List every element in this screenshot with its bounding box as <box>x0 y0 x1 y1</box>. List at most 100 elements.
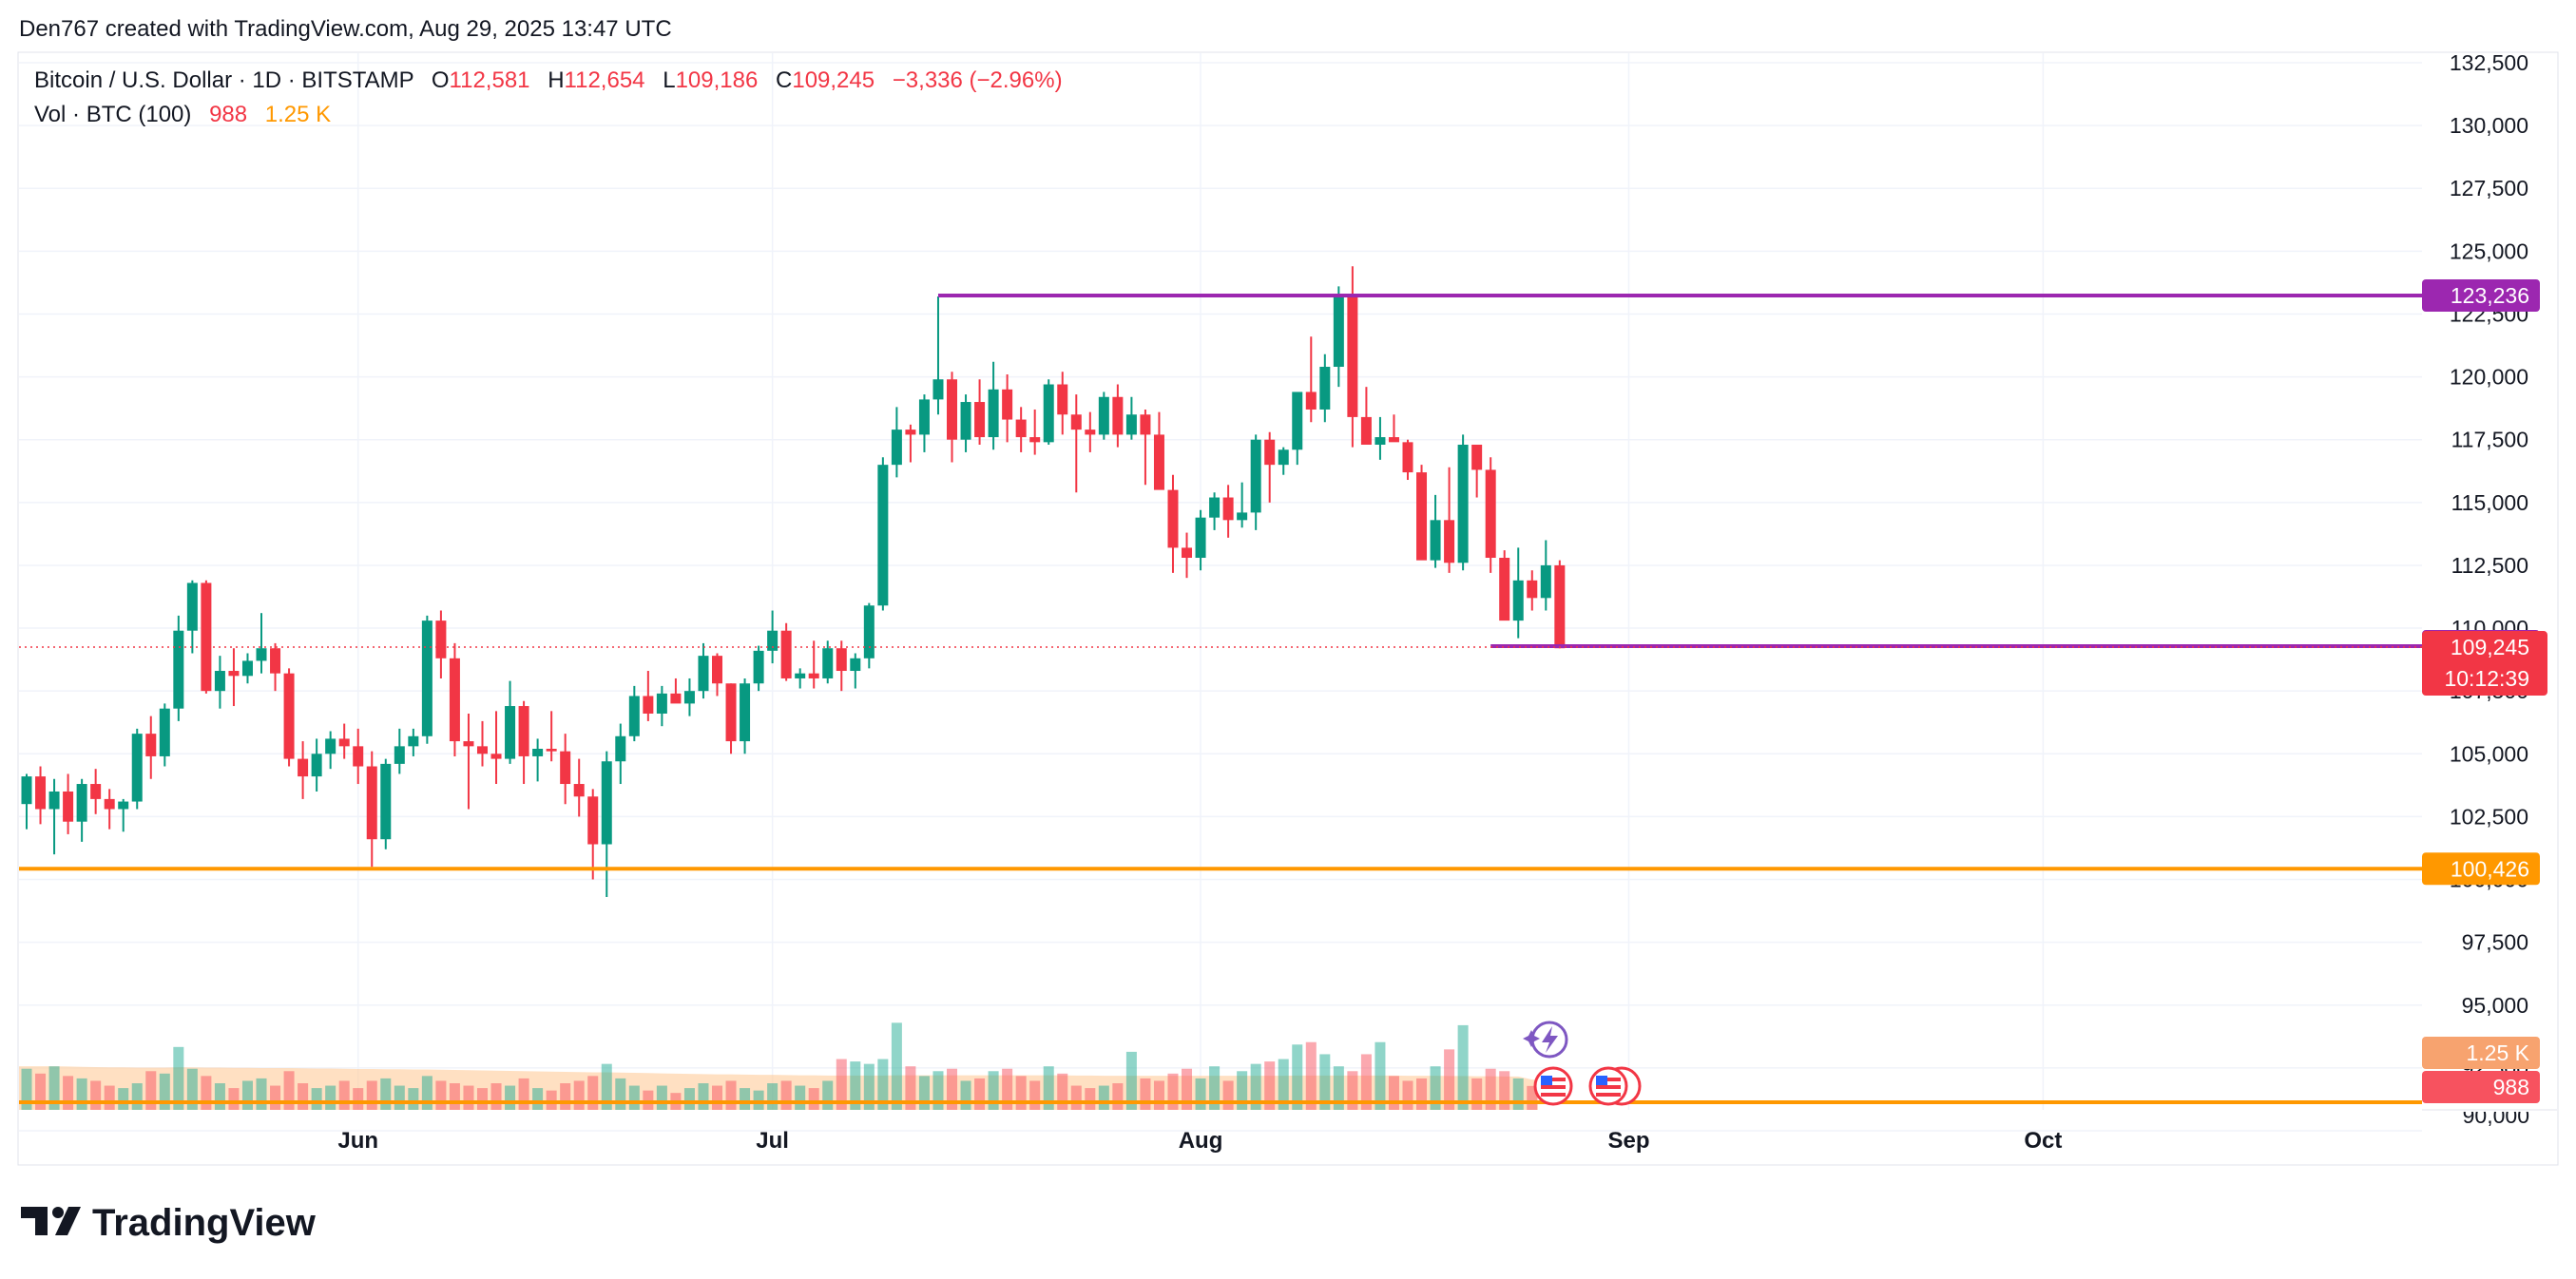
volume-bar <box>850 1061 861 1110</box>
candle <box>90 769 102 814</box>
volume-ma-tag-text: 1.25 K <box>2467 1040 2530 1065</box>
volume-bar <box>1319 1054 1331 1110</box>
volume-bar <box>118 1088 129 1110</box>
us-flag-icon[interactable] <box>1588 1066 1642 1106</box>
candle <box>1195 509 1206 571</box>
price-axis-tick: 115,000 <box>2451 490 2528 515</box>
candle-body <box>21 776 32 805</box>
candle <box>118 798 129 832</box>
volume-bar <box>988 1071 999 1110</box>
volume-bar <box>490 1083 502 1110</box>
candle-body <box>1402 442 1413 473</box>
candle-body <box>656 693 667 714</box>
volume-bar <box>145 1071 157 1110</box>
candle-body <box>698 656 709 692</box>
volume-bar <box>476 1088 488 1110</box>
price-axis-tick: 120,000 <box>2450 365 2528 390</box>
candle <box>628 685 640 742</box>
volume-bar <box>628 1085 640 1110</box>
candle <box>753 645 764 692</box>
lightning-icon[interactable] <box>1523 1021 1568 1059</box>
time-axis-label-oct: Oct <box>2024 1128 2062 1154</box>
candle-body <box>1457 444 1469 563</box>
volume-bar <box>836 1059 847 1110</box>
volume-bar <box>960 1080 971 1110</box>
price-axis-tick: 130,000 <box>2450 113 2528 138</box>
candle-body <box>1292 391 1303 450</box>
candle-body <box>201 582 212 692</box>
volume-bar <box>1264 1061 1276 1110</box>
volume-bar <box>615 1078 626 1110</box>
candle <box>1182 532 1193 579</box>
candle-body <box>960 402 971 440</box>
candle <box>891 407 902 478</box>
volume-bar <box>918 1076 930 1110</box>
candle-body <box>366 766 377 840</box>
candle-body <box>1527 580 1538 599</box>
volume-bar <box>1222 1080 1234 1110</box>
candle-body <box>1416 472 1428 561</box>
tradingview-logo[interactable]: TradingView <box>21 1202 317 1244</box>
candle-body <box>712 656 722 684</box>
volume-bar <box>712 1085 722 1110</box>
volume-bar <box>1153 1080 1164 1110</box>
volume-bar <box>201 1076 212 1110</box>
time-axis-label-jun: Jun <box>337 1128 378 1154</box>
price-axis-tick: 127,500 <box>2450 176 2528 200</box>
candle-body <box>546 749 557 752</box>
resistance-price-tag[interactable]: 123,236 <box>2422 279 2540 313</box>
candle-body <box>1015 419 1027 438</box>
candle-body <box>891 430 902 466</box>
candle-body <box>1085 430 1096 435</box>
candle <box>683 678 695 716</box>
volume-last-tag[interactable]: 988 <box>2422 1071 2540 1103</box>
candle <box>1527 570 1538 611</box>
volume-bar <box>560 1083 571 1110</box>
chart-frame <box>17 51 2559 1166</box>
candle-body <box>173 630 184 709</box>
candle-body <box>270 648 281 674</box>
price-axis-tick: 112,500 <box>2451 553 2528 578</box>
candle-body <box>780 630 792 678</box>
candle-body <box>1499 558 1510 621</box>
candle-body <box>1540 564 1551 599</box>
candle <box>1499 550 1510 621</box>
event-icons[interactable] <box>1523 1021 1642 1106</box>
support-long-price-tag[interactable]: 100,426 <box>2422 852 2540 886</box>
volume-bar <box>325 1085 336 1110</box>
candle <box>366 751 377 868</box>
volume-bar <box>932 1071 944 1110</box>
candle <box>1375 416 1386 460</box>
time-axis-label-aug: Aug <box>1179 1128 1223 1154</box>
horizontal-lines <box>19 294 2422 1104</box>
candle-body <box>1264 439 1276 466</box>
candle-body <box>836 648 847 672</box>
volume-bar <box>1457 1024 1469 1110</box>
volume-bar <box>891 1022 902 1110</box>
candle <box>1278 447 1289 475</box>
candle-body <box>311 754 322 777</box>
candle <box>670 678 682 704</box>
volume-bar <box>656 1085 667 1110</box>
candle-body <box>490 754 502 759</box>
candle <box>767 610 779 664</box>
volume-ma-tag[interactable]: 1.25 K <box>2422 1037 2540 1069</box>
volume-bar <box>63 1076 74 1110</box>
candle-body <box>1140 414 1151 435</box>
candle-body <box>353 746 364 767</box>
candle <box>270 642 281 692</box>
last-price-tag[interactable]: 109,245 10:12:39 <box>2422 631 2547 697</box>
volume-bar <box>1209 1066 1221 1110</box>
price-axis-tick: 132,500 <box>2450 50 2528 75</box>
us-flag-icon[interactable] <box>1533 1066 1573 1106</box>
volume-bar <box>1043 1066 1054 1110</box>
candle <box>1388 414 1399 443</box>
volume-bar <box>1388 1076 1399 1110</box>
candle-body <box>76 784 87 822</box>
resistance-price-tag-bg <box>2422 279 2540 313</box>
volume-bar <box>1250 1063 1261 1110</box>
volume-ma-tag-bg <box>2422 1037 2540 1069</box>
candle-body <box>145 734 157 756</box>
candle <box>490 711 502 785</box>
candle-body <box>822 648 834 678</box>
